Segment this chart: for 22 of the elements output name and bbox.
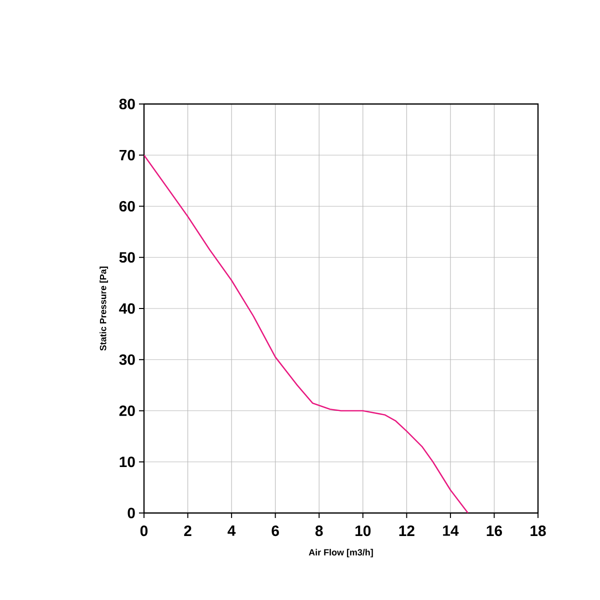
x-tick-label: 10	[356, 526, 371, 536]
y-tick-label: 70	[120, 150, 135, 160]
y-tick-label: 40	[119, 303, 135, 314]
x-tick-label: 12	[399, 526, 414, 536]
y-tick-label: 30	[119, 354, 135, 365]
x-tick-label: 6	[272, 526, 279, 536]
x-tick-label: 18	[530, 526, 546, 536]
y-tick-label: 10	[120, 456, 135, 468]
y-tick-label: 80	[119, 98, 135, 110]
x-tick-label: 8	[315, 526, 323, 536]
x-tick-label: 4	[228, 526, 236, 536]
x-tick-label: 2	[184, 526, 192, 536]
x-tick-label: 0	[140, 526, 148, 536]
line-series	[144, 154, 469, 513]
y-axis-title: Static Pressure [Pa]	[100, 266, 108, 351]
y-tick-label: 50	[119, 252, 135, 263]
x-axis-title: Air Flow [m3/h]	[308, 548, 373, 558]
x-tick-label: 14	[443, 526, 459, 536]
y-tick-label: 0	[128, 508, 135, 518]
y-tick-label: 60	[119, 200, 135, 212]
y-tick-label: 20	[119, 405, 135, 416]
x-tick-label: 16	[486, 526, 502, 536]
